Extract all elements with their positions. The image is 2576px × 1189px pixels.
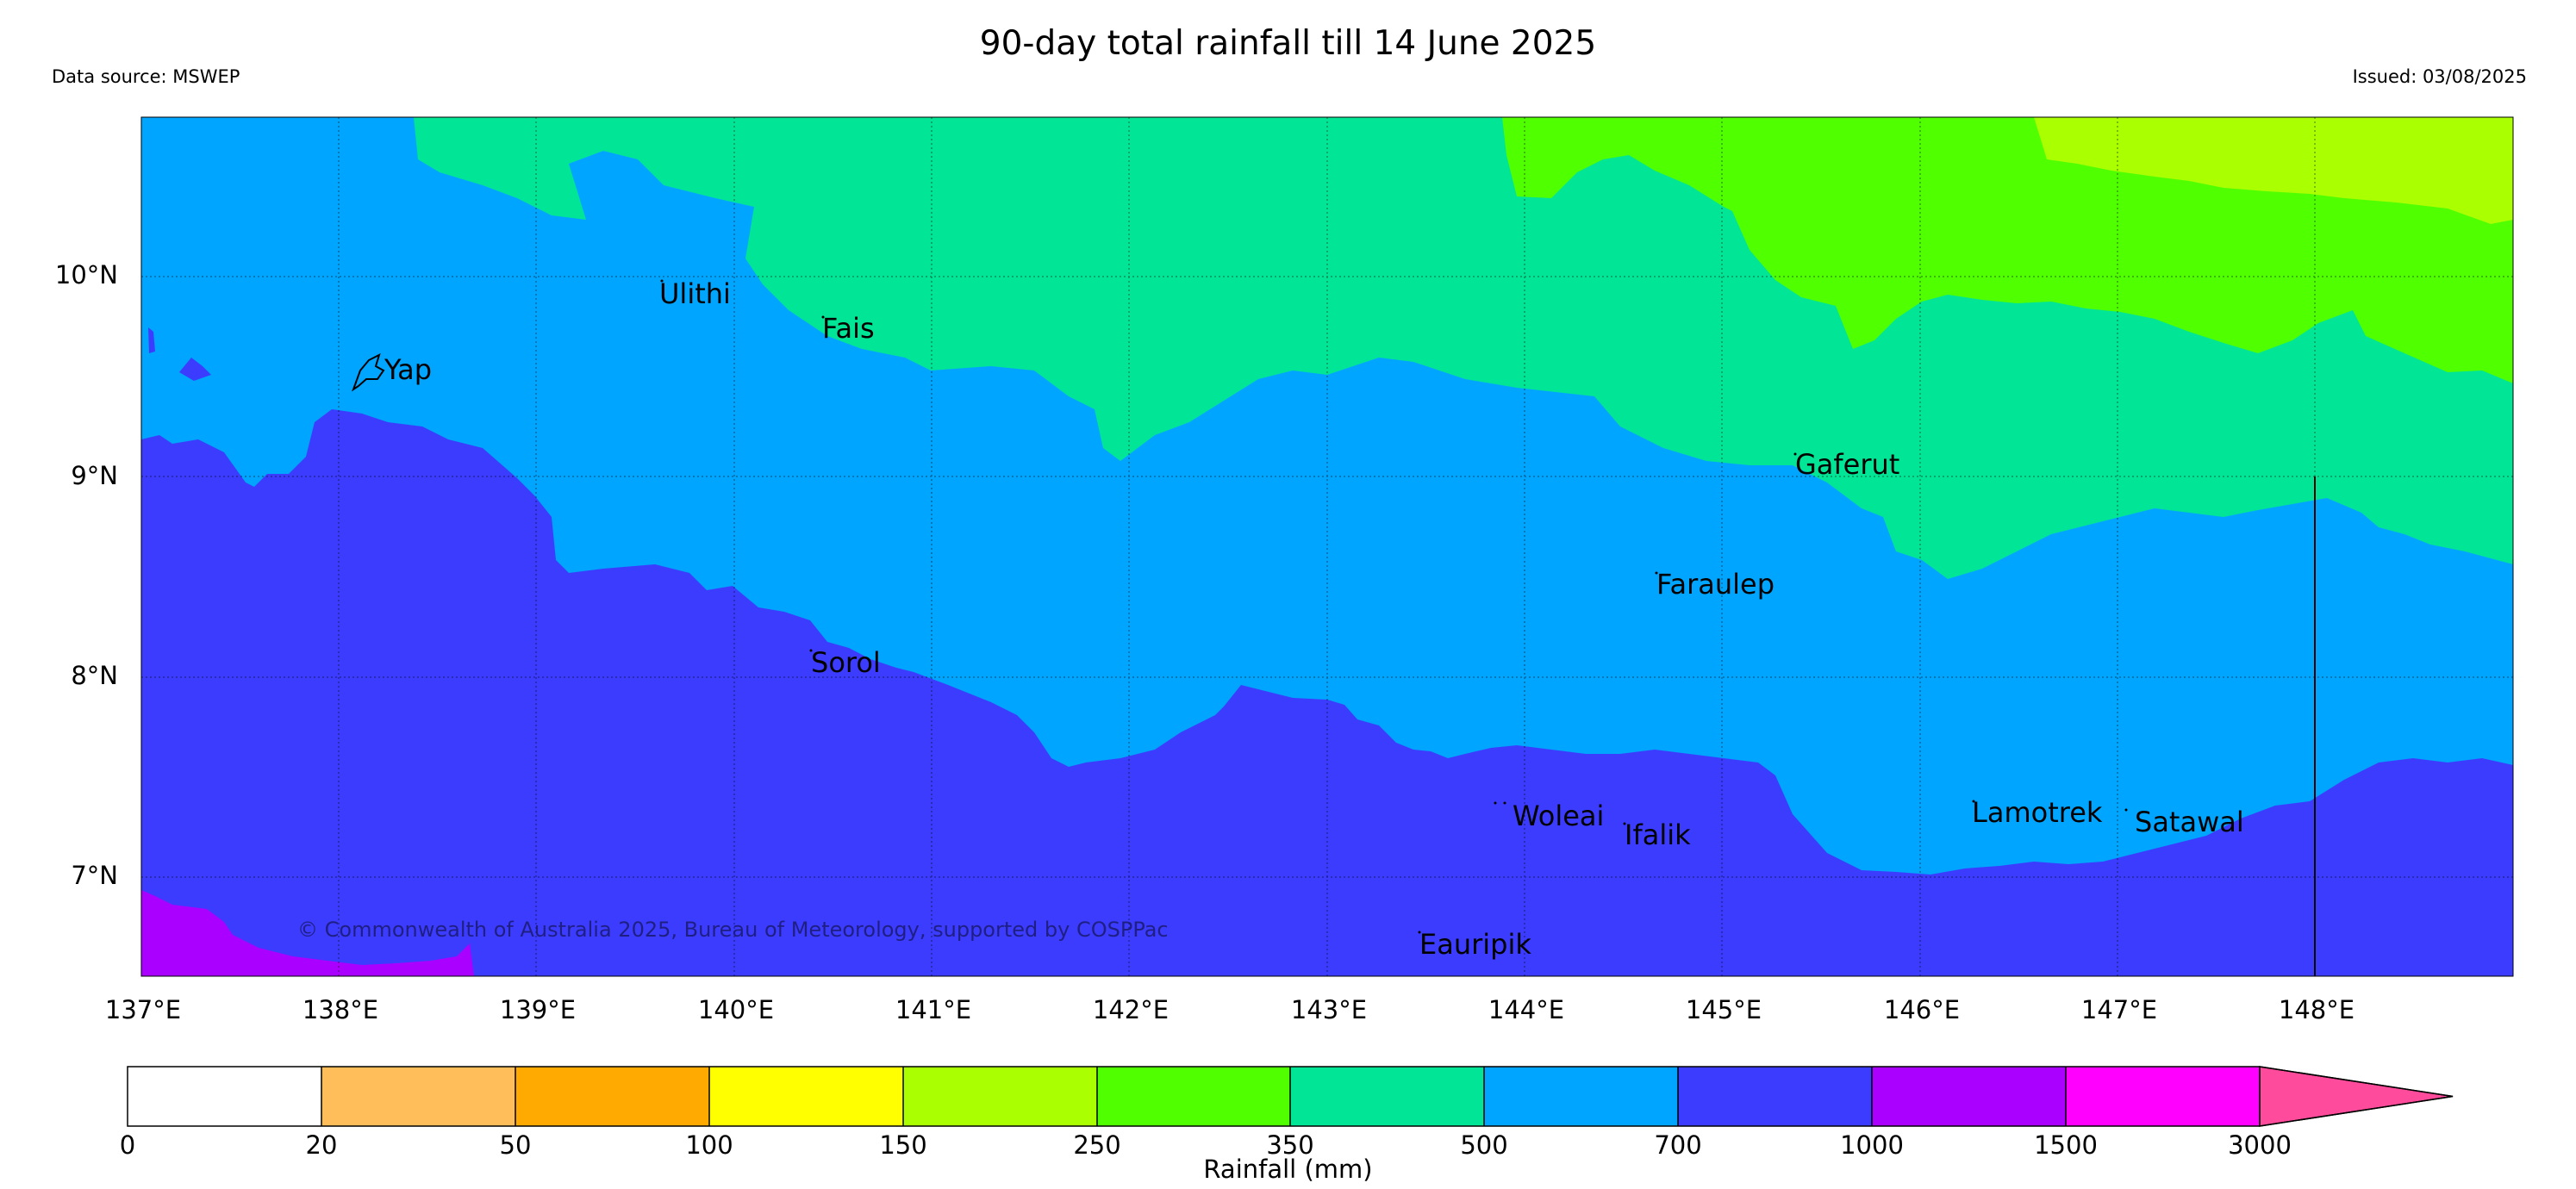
colorbar-extend-arrow bbox=[2259, 1066, 2454, 1127]
colorbar-segment-350-500 bbox=[1290, 1067, 1484, 1126]
gridlines bbox=[141, 117, 2513, 976]
colorbar-tick: 700 bbox=[1654, 1130, 1702, 1160]
colorbar-segment-250-350 bbox=[1097, 1067, 1290, 1126]
colorbar-segment-0-20 bbox=[128, 1067, 321, 1126]
lon-label: 145°E bbox=[1685, 995, 1762, 1024]
colorbar-tick: 50 bbox=[499, 1130, 532, 1160]
colorbar-tick: 100 bbox=[685, 1130, 733, 1160]
issued-date-label: Issued: 03/08/2025 bbox=[2352, 66, 2527, 87]
lat-label: 10°N bbox=[54, 260, 118, 289]
lon-label: 138°E bbox=[302, 995, 379, 1024]
map-title: 90-day total rainfall till 14 June 2025 bbox=[979, 24, 1597, 63]
colorbar-segment-100-150 bbox=[709, 1067, 903, 1126]
colorbar-label: Rainfall (mm) bbox=[1203, 1155, 1373, 1184]
lat-label: 9°N bbox=[71, 461, 118, 490]
place-label-ifalik: Ifalik bbox=[1625, 819, 1691, 851]
colorbar-outline bbox=[127, 1066, 2454, 1127]
place-label-satawal: Satawal bbox=[2135, 806, 2244, 838]
lon-label: 148°E bbox=[2278, 995, 2355, 1024]
colorbar-tick: 20 bbox=[305, 1130, 338, 1160]
place-label-yap: Yap bbox=[384, 353, 433, 386]
lon-label: 137°E bbox=[104, 995, 182, 1024]
place-label-ulithi: Ulithi bbox=[659, 277, 731, 310]
data-source-label: Data source: MSWEP bbox=[52, 66, 240, 87]
lat-label: 8°N bbox=[71, 661, 118, 690]
place-label-gaferut: Gaferut bbox=[1795, 448, 1900, 481]
band-1000-1500 bbox=[141, 890, 474, 976]
colorbar-tick: 1500 bbox=[2034, 1130, 2098, 1160]
colorbar-tick: 150 bbox=[879, 1130, 927, 1160]
colorbar-segment-150-250 bbox=[903, 1067, 1097, 1126]
rainfall-contours bbox=[141, 117, 2513, 976]
colorbar-segment-700-1000 bbox=[1678, 1067, 1872, 1126]
place-label-sorol: Sorol bbox=[811, 646, 881, 679]
colorbar-tick: 350 bbox=[1266, 1130, 1314, 1160]
place-label-fais: Fais bbox=[822, 312, 875, 345]
lon-label: 140°E bbox=[697, 995, 775, 1024]
colorbar-tick: 3000 bbox=[2228, 1130, 2292, 1160]
island-dots bbox=[660, 279, 2128, 934]
place-label-faraulep: Faraulep bbox=[1656, 568, 1775, 601]
colorbar-segment-1500-3000 bbox=[2066, 1067, 2260, 1126]
colorbar bbox=[127, 1066, 2454, 1127]
place-label-woleai: Woleai bbox=[1513, 800, 1605, 832]
band-700-1000-island bbox=[179, 358, 211, 381]
colorbar-tick: 0 bbox=[119, 1130, 136, 1160]
lon-label: 142°E bbox=[1092, 995, 1169, 1024]
band-150-250 bbox=[2034, 117, 2513, 224]
lon-label: 146°E bbox=[1883, 995, 1961, 1024]
colorbar-segment-1000-1500 bbox=[1872, 1067, 2066, 1126]
lon-label: 141°E bbox=[895, 995, 972, 1024]
place-label-eauripik: Eauripik bbox=[1419, 928, 1531, 961]
lat-label: 7°N bbox=[71, 861, 118, 890]
yap-island-shape bbox=[352, 353, 385, 392]
band-700-1000 bbox=[141, 409, 2513, 976]
lon-label: 139°E bbox=[499, 995, 577, 1024]
colorbar-segment-50-100 bbox=[515, 1067, 709, 1126]
colorbar-tick: 500 bbox=[1460, 1130, 1508, 1160]
place-label-lamotrek: Lamotrek bbox=[1972, 796, 2103, 829]
band-700-1000-island bbox=[148, 327, 155, 353]
lon-label: 144°E bbox=[1488, 995, 1565, 1024]
copyright-notice: © Commonwealth of Australia 2025, Bureau… bbox=[297, 918, 1169, 942]
colorbar-segment-20-50 bbox=[321, 1067, 515, 1126]
colorbar-tick: 250 bbox=[1073, 1130, 1121, 1160]
colorbar-tick: 1000 bbox=[1840, 1130, 1904, 1160]
lon-label: 143°E bbox=[1290, 995, 1368, 1024]
colorbar-segment-500-700 bbox=[1484, 1067, 1678, 1126]
lon-label: 147°E bbox=[2080, 995, 2158, 1024]
